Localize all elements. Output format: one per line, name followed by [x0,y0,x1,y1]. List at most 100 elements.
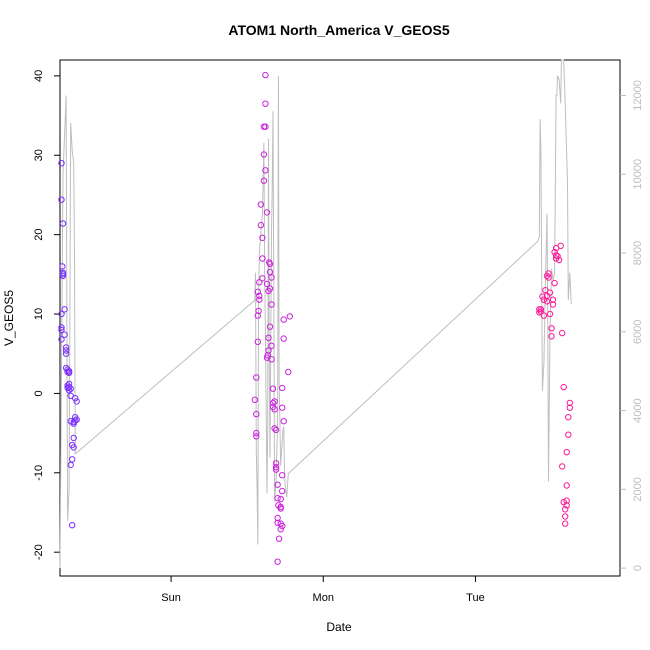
data-point [70,434,77,442]
y2-tick-label: 4000 [632,398,644,422]
data-point [280,418,287,425]
data-point [65,380,73,388]
data-point [272,460,280,467]
y-tick-label: -10 [33,465,45,481]
data-point [268,356,275,363]
data-point [262,167,269,174]
y2-tick-label: 0 [632,565,644,571]
data-point [566,399,573,407]
x-tick-label: Mon [313,592,334,604]
data-point [58,326,65,334]
data-point [65,369,73,376]
y-tick-label: -20 [33,544,45,560]
data-point [279,522,286,530]
data-point [563,482,570,489]
y2-tick-label: 6000 [632,320,644,344]
data-point [256,296,263,303]
data-point [70,444,77,451]
data-point [266,285,274,292]
data-point [269,399,277,407]
y-tick-label: 30 [33,149,45,161]
data-point [275,535,283,542]
data-point [253,374,260,381]
data-point [277,526,284,533]
data-point [61,331,68,338]
data-point [546,289,554,296]
data-point [551,279,558,287]
data-point [257,201,265,208]
data-point [555,256,563,264]
data-point [554,252,561,260]
data-point [543,298,551,305]
y-tick-label: 20 [33,229,45,241]
data-point [562,513,569,520]
data-point [69,456,76,463]
secondary-y-axis: 0 2000 4000 6000 8000 10000 12000 [620,80,644,571]
data-point [280,335,287,342]
chart-title: ATOM1 North_America V_GEOS5 [228,22,449,38]
data-point [263,280,271,288]
y-tick-label: 10 [33,308,45,320]
data-point [69,522,76,529]
data-point [559,463,566,470]
data-point [269,385,277,392]
data-point [274,495,281,502]
data-point [565,431,572,438]
data-point [268,301,275,308]
data-point [59,263,66,270]
data-point [73,416,80,423]
data-point [268,274,275,281]
data-point [72,395,79,402]
y2-tick-label: 10000 [632,159,644,190]
data-point [279,472,286,479]
data-point [251,396,259,403]
y-tick-label: 40 [33,70,45,82]
data-point [565,414,572,421]
data-point [277,505,284,512]
y2-tick-label: 8000 [632,241,644,265]
data-point [255,307,262,315]
data-point [551,248,558,256]
data-point [67,461,74,469]
data-point [563,502,570,509]
data-point [549,301,557,308]
data-point [62,344,70,351]
data-point [73,398,80,405]
y2-tick-label: 12000 [632,80,644,111]
data-point [254,338,261,345]
x-tick-label: Sun [161,592,181,604]
data-point [274,481,281,488]
data-point [286,313,293,320]
data-point [279,404,286,411]
data-point [285,368,292,376]
x-tick-label: Tue [466,592,485,604]
data-point [58,160,65,167]
data-point [262,123,269,130]
data-point [271,406,278,413]
data-point [62,347,70,354]
y-tick-label: 0 [33,390,45,396]
data-point [548,325,555,332]
data-point [537,308,545,315]
plot-box [59,59,621,577]
data-point [566,404,573,411]
data-point [254,288,261,295]
data-point [262,100,269,107]
data-point [260,151,268,158]
data-point [58,310,65,318]
data-point [266,323,274,330]
data-point [268,342,275,349]
point-series [58,71,573,565]
data-point [70,420,77,427]
data-point [254,312,261,319]
data-point [65,383,73,391]
data-point [562,506,569,513]
data-point [266,260,274,268]
data-point [265,347,272,354]
data-point [259,275,266,282]
data-point [272,466,280,473]
data-point [280,316,287,323]
data-point [256,292,263,299]
data-point [58,196,65,203]
data-point [271,425,278,432]
